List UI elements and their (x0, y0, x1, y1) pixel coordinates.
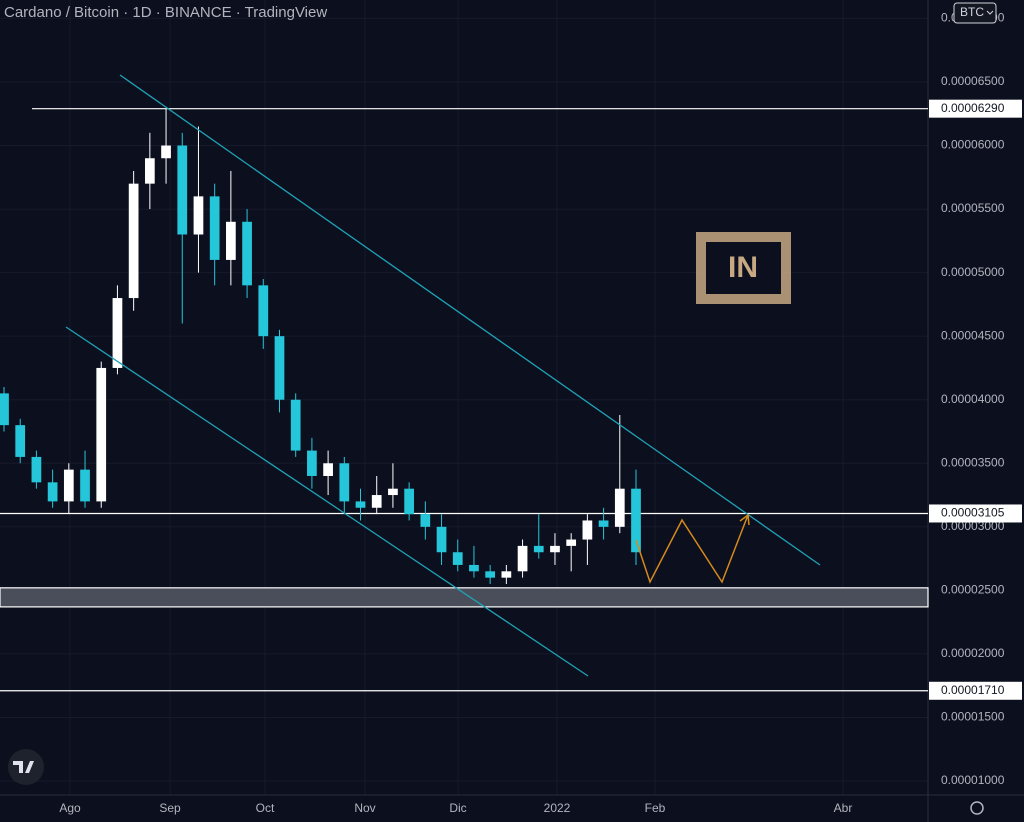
y-tick-label: 0.00005000 (941, 265, 1005, 279)
y-tick-label: 0.00002500 (941, 583, 1005, 597)
level-label-box (929, 504, 1022, 523)
level-label-box (929, 681, 1022, 700)
level-label: 0.00006290 (941, 101, 1005, 115)
candle-body (177, 145, 188, 235)
candle-body (63, 469, 74, 502)
candle-body (469, 564, 479, 572)
price-axis: 0.000070000.000065000.000060000.00005500… (59, 11, 1022, 815)
x-tick-label: Abr (834, 801, 853, 815)
candle-body (258, 285, 269, 337)
chevron[interactable] (986, 10, 994, 15)
y-tick-label: 0.00004500 (941, 328, 1005, 342)
level-label-box (929, 99, 1022, 118)
x-tick-label: Feb (645, 801, 666, 815)
candle-body (598, 520, 609, 527)
candle-body (128, 183, 139, 299)
x-tick-label: Nov (354, 801, 375, 815)
candle-body (371, 495, 382, 508)
candle-body (290, 399, 301, 451)
logo: IN (696, 232, 791, 304)
candle-body (307, 450, 317, 476)
candle-body (0, 393, 9, 426)
currency-button-label[interactable]: BTC (960, 5, 984, 19)
tv-logo (8, 749, 44, 785)
projection-path (635, 514, 749, 584)
settings-button[interactable] (970, 801, 984, 815)
y-tick-label: 0.00002000 (941, 646, 1005, 660)
level-label: 0.00003105 (941, 506, 1005, 520)
candle-body (631, 488, 641, 553)
chart-title: Cardano / Bitcoin · 1D · BINANCE · Tradi… (4, 4, 327, 21)
logo-text: IN (728, 251, 758, 284)
projection-arrowhead (739, 513, 750, 526)
candle-body (339, 463, 350, 502)
y-tick-label: 0.00006000 (941, 138, 1005, 152)
y-tick-label: 0.00003000 (941, 519, 1005, 533)
candle-body (226, 221, 236, 260)
x-tick-label: Sep (159, 801, 181, 815)
y-tick-label: 0.00006500 (941, 74, 1005, 88)
tv-logo-circle (8, 749, 44, 785)
candle-body (501, 571, 512, 578)
y-tick-label: 0.00005500 (941, 201, 1005, 215)
lower-trendline (65, 326, 589, 677)
candle-body (80, 469, 90, 502)
candle-body (96, 367, 107, 502)
support-zone (0, 587, 929, 608)
gear-icon[interactable] (970, 801, 984, 815)
x-tick-label: Oct (256, 801, 275, 815)
level-label: 0.00001710 (941, 683, 1005, 697)
candle-body (355, 501, 366, 508)
candle-body (47, 482, 58, 502)
candle-body (193, 196, 204, 235)
y-tick-label: 0.00004000 (941, 392, 1005, 406)
candle-body (323, 463, 333, 476)
currency-button-box[interactable] (953, 2, 997, 24)
candle-body (112, 298, 123, 368)
candle-body (533, 545, 544, 553)
candle-body (517, 545, 528, 572)
candle-body (209, 196, 220, 260)
y-tick-label: 0.00001500 (941, 710, 1005, 724)
candle-body (485, 571, 496, 578)
candle-body (566, 539, 577, 546)
candle-body (582, 520, 593, 540)
y-tick-label: 0.00001000 (941, 773, 1005, 787)
candle-body (242, 221, 252, 286)
candle-body (15, 425, 26, 457)
candle-body (452, 552, 463, 565)
grid (0, 0, 928, 795)
upper-trendline (119, 74, 821, 566)
tv-logo-mark (13, 761, 34, 773)
candle-body (274, 336, 285, 400)
logo-inner (706, 242, 781, 294)
plot (0, 108, 929, 692)
x-tick-label: Dic (449, 801, 466, 815)
candle-body (550, 545, 560, 553)
candle-body (436, 526, 447, 553)
x-tick-label: 2022 (544, 801, 571, 815)
candle-body (388, 488, 398, 496)
currency-button[interactable]: BTC (953, 2, 997, 24)
candle-body (614, 488, 625, 527)
candle-body (31, 456, 42, 483)
candle-body (144, 158, 155, 184)
candle-body (161, 145, 171, 159)
x-tick-label: Ago (59, 801, 81, 815)
candle-body (420, 514, 431, 527)
candle-body (404, 488, 414, 515)
y-tick-label: 0.00003500 (941, 455, 1005, 469)
